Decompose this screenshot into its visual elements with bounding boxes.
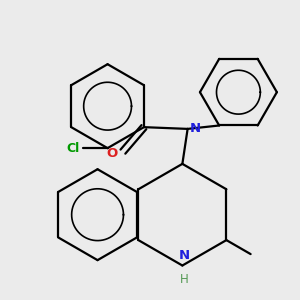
Text: Cl: Cl <box>66 142 80 154</box>
Text: N: N <box>178 249 190 262</box>
Text: H: H <box>180 272 188 286</box>
Text: O: O <box>106 147 118 160</box>
Text: N: N <box>189 122 200 135</box>
